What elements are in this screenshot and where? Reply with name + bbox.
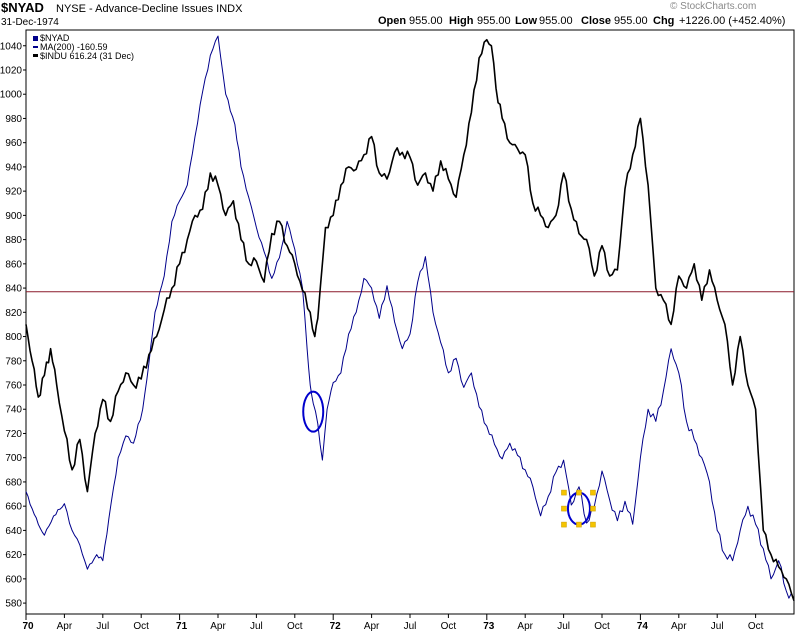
y-tick-label: 860 xyxy=(5,259,22,270)
x-tick-label: 71 xyxy=(176,621,188,632)
y-axis: 580 600 620 640 660 680 700 720 740 760 780 800 820 8… xyxy=(0,41,26,610)
annotation-layer xyxy=(302,390,596,528)
chart-name: NYSE - Advance-Decline Issues INDX xyxy=(56,3,243,15)
y-tick-label: 920 xyxy=(5,187,22,198)
x-tick-label: Jul xyxy=(96,621,109,632)
x-tick-label: Oct xyxy=(441,621,457,632)
y-tick-label: 1020 xyxy=(0,65,22,76)
y-tick-label: 960 xyxy=(5,138,22,149)
y-tick-label: 800 xyxy=(5,332,22,343)
legend-entry-nyad: $NYAD xyxy=(40,33,70,43)
annotation-ellipse[interactable] xyxy=(302,390,325,433)
y-tick-label: 980 xyxy=(5,114,22,125)
x-tick-label: Oct xyxy=(594,621,610,632)
x-axis: 70 Apr Jul Oct 71 Apr Jul Oct 72 Apr Jul Oct 73 Apr Ju… xyxy=(22,614,764,632)
legend-entry-ma: MA(200) -160.59 xyxy=(40,42,108,52)
x-tick-label: Oct xyxy=(287,621,303,632)
selection-handle[interactable] xyxy=(561,489,567,496)
x-tick-label: Jul xyxy=(404,621,417,632)
selection-handle[interactable] xyxy=(576,521,582,528)
y-tick-label: 1000 xyxy=(0,90,22,101)
y-tick-label: 880 xyxy=(5,235,22,246)
selection-handle[interactable] xyxy=(590,505,596,512)
x-tick-label: 73 xyxy=(483,621,495,632)
x-tick-label: Apr xyxy=(57,621,73,632)
y-tick-label: 600 xyxy=(5,574,22,585)
y-tick-label: 580 xyxy=(5,599,22,610)
y-tick-label: 720 xyxy=(5,429,22,440)
y-tick-label: 780 xyxy=(5,356,22,367)
y-tick-label: 820 xyxy=(5,308,22,319)
chg-label: Chg xyxy=(653,15,674,27)
series-layer xyxy=(25,35,795,601)
chart-date: 31-Dec-1974 xyxy=(1,17,59,28)
y-tick-label: 900 xyxy=(5,211,22,222)
y-tick-label: 1040 xyxy=(0,41,22,52)
x-tick-label: Apr xyxy=(517,621,533,632)
selection-handle[interactable] xyxy=(561,505,567,512)
x-tick-label: Apr xyxy=(210,621,226,632)
x-tick-label: 74 xyxy=(637,621,649,632)
x-tick-label: Oct xyxy=(133,621,149,632)
selection-handle[interactable] xyxy=(590,521,596,528)
close-value: 955.00 xyxy=(614,15,648,27)
chart-symbol: $NYAD xyxy=(1,0,44,15)
x-tick-label: Oct xyxy=(748,621,764,632)
legend-swatch-ma xyxy=(33,46,38,48)
y-tick-label: 840 xyxy=(5,284,22,295)
y-tick-label: 940 xyxy=(5,162,22,173)
x-tick-label: Jul xyxy=(250,621,263,632)
x-tick-label: Jul xyxy=(711,621,724,632)
low-label: Low xyxy=(515,15,537,27)
series-line-nyad xyxy=(25,35,795,601)
open-value: 955.00 xyxy=(409,15,443,27)
x-tick-label: Apr xyxy=(364,621,380,632)
ohlc-readout: Open 955.00 High 955.00 Low 955.00 Close… xyxy=(378,15,785,27)
y-tick-label: 640 xyxy=(5,526,22,537)
plot-area xyxy=(25,29,795,615)
high-label: High xyxy=(449,15,474,27)
selection-handle[interactable] xyxy=(576,489,582,496)
y-tick-label: 700 xyxy=(5,453,22,464)
y-tick-label: 680 xyxy=(5,477,22,488)
y-tick-label: 740 xyxy=(5,405,22,416)
close-label: Close xyxy=(581,15,611,27)
watermark: © StockCharts.com xyxy=(670,1,756,12)
x-tick-label: 70 xyxy=(22,621,34,632)
series-line-indu xyxy=(25,38,795,601)
x-tick-label: 72 xyxy=(330,621,342,632)
legend-swatch-indu xyxy=(33,54,38,57)
legend-entry-indu: $INDU 616.24 (31 Dec) xyxy=(40,51,134,61)
selection-handle[interactable] xyxy=(561,521,567,528)
y-tick-label: 760 xyxy=(5,381,22,392)
x-tick-label: Jul xyxy=(557,621,570,632)
legend-swatch-nyad xyxy=(33,36,38,41)
low-value: 955.00 xyxy=(539,15,573,27)
x-tick-label: Apr xyxy=(671,621,687,632)
y-tick-label: 660 xyxy=(5,502,22,513)
chg-value: +1226.00 (+452.40%) xyxy=(679,15,785,27)
selection-handle[interactable] xyxy=(590,489,596,496)
open-label: Open xyxy=(378,15,406,27)
high-value: 955.00 xyxy=(477,15,511,27)
legend: $NYAD MA(200) -160.59 $INDU 616.24 (31 D… xyxy=(33,33,134,61)
y-tick-label: 620 xyxy=(5,550,22,561)
